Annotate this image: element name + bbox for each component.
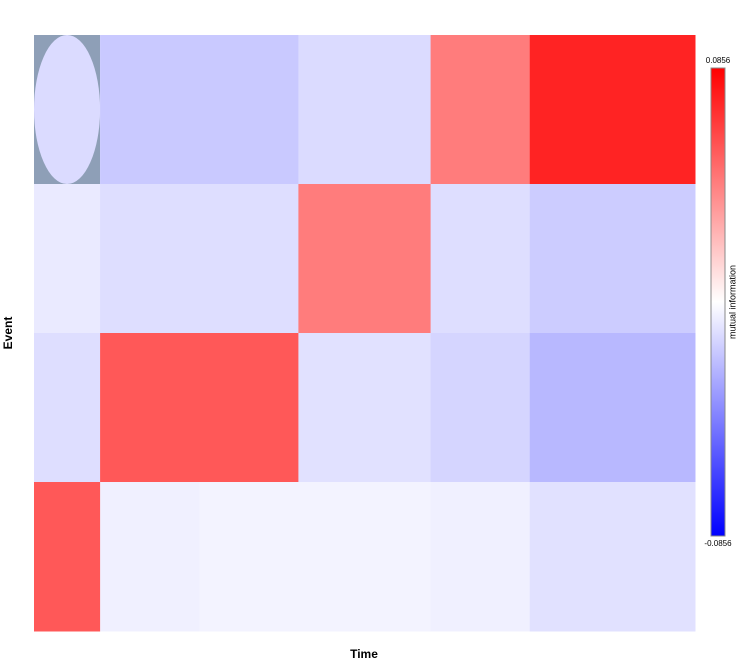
cell [529,333,696,483]
x-axis-label: Time [350,647,378,661]
y-axis-label: Event [1,317,15,350]
cell [298,35,432,185]
cell [199,482,299,632]
cell [430,184,531,334]
cell [100,35,200,185]
cell [430,482,531,632]
cell [529,482,696,632]
cell [100,184,200,334]
cell [199,35,299,185]
cell [34,482,101,632]
cell [298,184,432,334]
cell [529,35,696,185]
cell [100,482,200,632]
cell [34,333,101,483]
cell [529,184,696,334]
cell [199,333,299,483]
colorbar-tick-label: -0.0856 [704,539,732,548]
cell [430,35,531,185]
cell [34,184,101,334]
cell [298,482,432,632]
cell [100,333,200,483]
colorbar-tick-label: 0.0856 [706,56,731,65]
cell [199,184,299,334]
colorbar [710,67,726,537]
cell [298,333,432,483]
cell [430,333,531,483]
cell [34,35,101,184]
colorbar-label: mutual information [727,265,737,339]
